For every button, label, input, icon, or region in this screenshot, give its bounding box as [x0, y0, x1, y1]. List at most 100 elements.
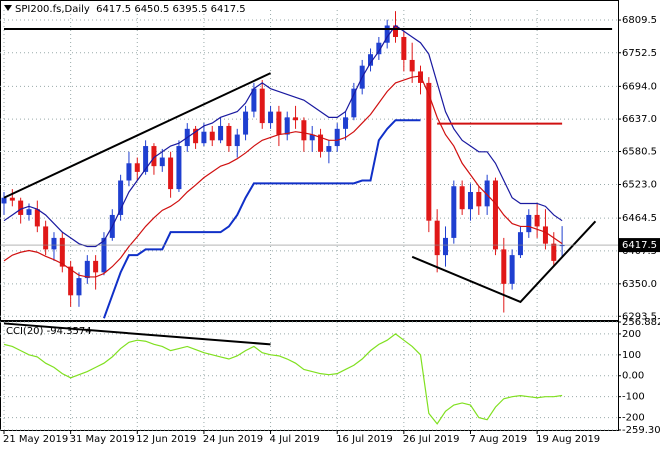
menu-triangle — [4, 5, 12, 11]
candle-body — [442, 237, 448, 256]
candle-body — [259, 88, 265, 124]
candle-body — [501, 249, 507, 284]
y-tick-label: 6637.0 — [622, 114, 657, 125]
candle-body — [451, 186, 457, 238]
indicator-line — [3, 24, 563, 248]
candle-body — [51, 237, 57, 250]
y-tick-label: 256.8823 — [622, 317, 660, 328]
x-tick-label: 4 Jul 2019 — [270, 434, 320, 445]
candle-body — [101, 237, 107, 273]
x-tick-label: 24 Jun 2019 — [203, 434, 263, 445]
y-tick-label: 6464.5 — [622, 213, 657, 224]
candle-body — [434, 220, 440, 256]
candle-body — [526, 214, 532, 233]
y-tick-label: 6580.5 — [622, 147, 657, 158]
candle-body — [59, 237, 65, 267]
y-tick-label: -200 — [622, 413, 645, 424]
y-tick-label: 200 — [622, 329, 641, 340]
y-tick-label: 0.00 — [622, 371, 644, 382]
candle-body — [134, 163, 140, 172]
frame — [0, 0, 619, 431]
candle-body — [76, 278, 82, 296]
candle-body — [9, 197, 15, 201]
candle-body — [517, 232, 523, 256]
last-price-box — [619, 238, 660, 253]
candle-body — [484, 180, 490, 207]
candle-body — [476, 191, 482, 207]
candle-body — [201, 131, 207, 144]
y-tick-label: 6350.0 — [622, 279, 657, 290]
candle-body — [209, 131, 215, 141]
candle-body — [1, 197, 7, 204]
trend-line — [411, 220, 597, 304]
y-tick-label: 6809.5 — [622, 15, 657, 26]
candle-body — [93, 260, 99, 273]
candle-body — [376, 42, 382, 55]
candle-body — [176, 146, 182, 190]
candle-body — [334, 128, 340, 147]
x-tick-label: 31 May 2019 — [70, 434, 135, 445]
candle-body — [168, 157, 174, 190]
chart-title: SPI200.fs,Daily 6417.5 6450.5 6395.5 641… — [15, 4, 246, 15]
candle-body — [384, 25, 390, 43]
candle-body — [409, 59, 415, 72]
candle-body — [559, 245, 565, 247]
candle-body — [318, 134, 324, 152]
candle-body — [118, 180, 124, 215]
candle-body — [426, 82, 432, 221]
candle-body — [43, 226, 49, 250]
y-tick-label: 6752.5 — [622, 48, 657, 59]
candle-body — [34, 209, 40, 227]
indicator-line — [103, 119, 421, 319]
candle-body — [193, 128, 199, 144]
y-tick-label: 6694.0 — [622, 81, 657, 92]
candle-body — [226, 125, 232, 147]
candle-body — [343, 117, 349, 129]
candle-body — [401, 36, 407, 60]
candle-body — [268, 111, 274, 124]
x-tick-label: 12 Jun 2019 — [136, 434, 196, 445]
indicator-line — [3, 333, 563, 425]
candle-body — [368, 54, 374, 66]
trend-line — [3, 72, 271, 199]
x-tick-label: 19 Aug 2019 — [536, 434, 600, 445]
candle-body — [309, 134, 315, 141]
candle-body — [126, 163, 132, 181]
trend-line — [3, 322, 271, 346]
candle-body — [218, 125, 224, 141]
candle-body — [151, 146, 157, 167]
candle-body — [301, 120, 307, 141]
candle-body — [143, 146, 149, 172]
candle-body — [293, 117, 299, 121]
candle-body — [467, 191, 473, 210]
x-tick-label: 21 May 2019 — [3, 434, 68, 445]
y-tick-label: 6523.0 — [622, 180, 657, 191]
candle-body — [84, 260, 90, 279]
candle-body — [326, 146, 332, 152]
y-tick-label: 6293.5 — [622, 311, 657, 322]
indicator-title: CCI(20) -94.3574 — [6, 326, 92, 337]
y-tick-label: 100 — [622, 350, 641, 361]
last-price-label: 6417.5 — [622, 240, 657, 251]
candle-body — [459, 186, 465, 210]
candle-body — [18, 200, 24, 215]
candle-body — [26, 209, 32, 215]
candle-body — [276, 111, 282, 135]
y-tick-label: -100 — [622, 392, 645, 403]
x-tick-label: 26 Jul 2019 — [403, 434, 460, 445]
candle-body — [393, 25, 399, 37]
candle-body — [492, 180, 498, 250]
candle-body — [159, 157, 165, 167]
candle-body — [534, 214, 540, 227]
candle-body — [351, 88, 357, 118]
candle-body — [509, 255, 515, 284]
candle-body — [542, 226, 548, 244]
indicator-line — [3, 75, 563, 278]
x-tick-label: 16 Jul 2019 — [336, 434, 393, 445]
x-tick-label: 7 Aug 2019 — [469, 434, 527, 445]
candle-body — [243, 111, 249, 135]
candle-body — [284, 117, 290, 135]
candle-body — [251, 88, 257, 112]
candle-body — [551, 243, 557, 261]
